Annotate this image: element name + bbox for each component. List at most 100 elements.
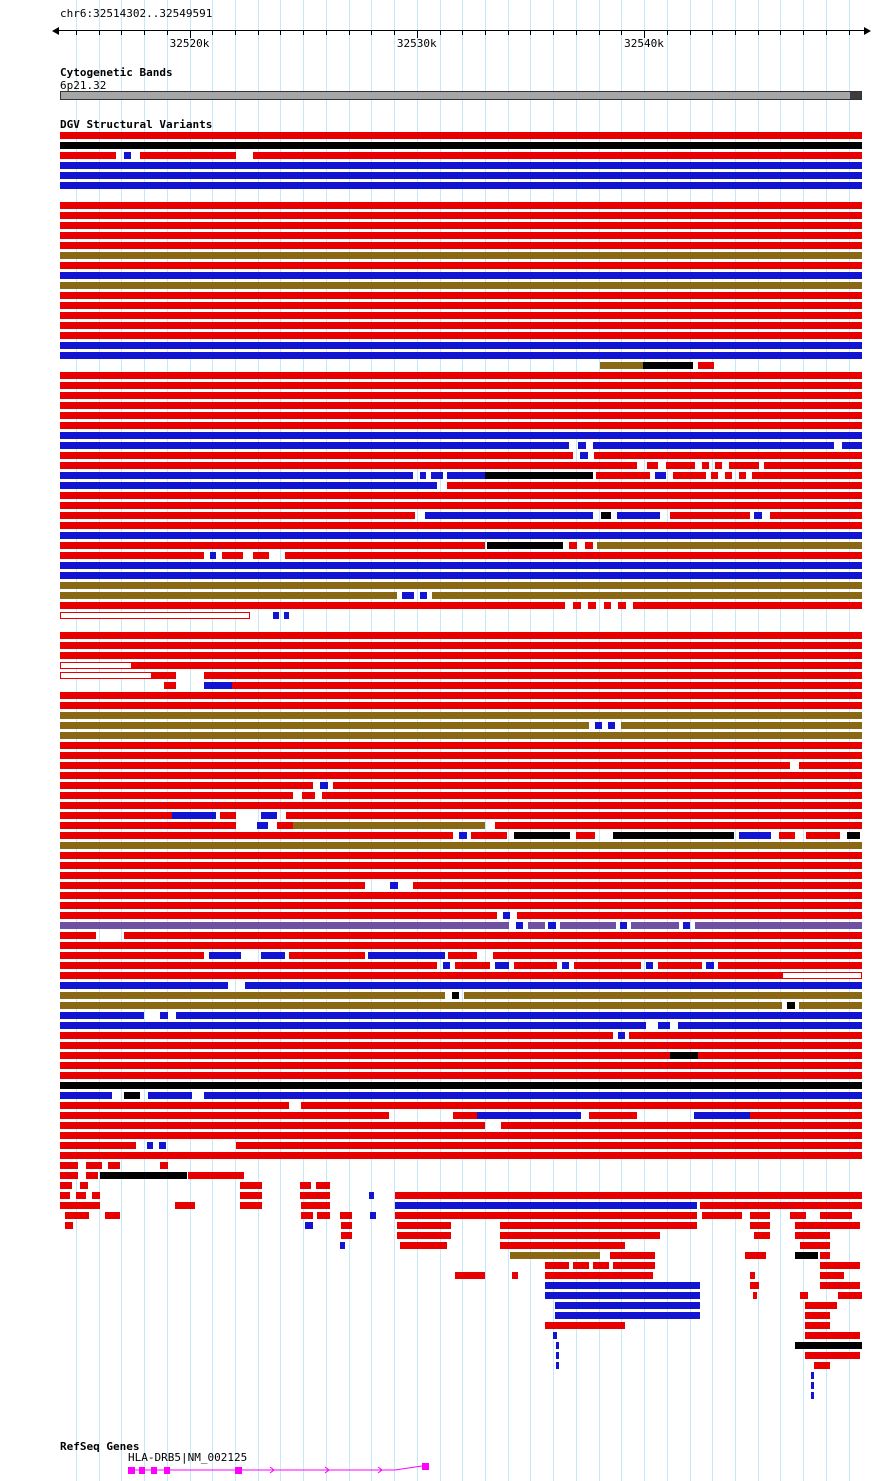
variant-bar[interactable]: [176, 1012, 862, 1019]
variant-bar[interactable]: [273, 612, 279, 619]
variant-bar[interactable]: [368, 952, 445, 959]
variant-bar[interactable]: [395, 1212, 697, 1219]
variant-bar[interactable]: [574, 962, 642, 969]
variant-bar[interactable]: [60, 522, 862, 529]
variant-bar[interactable]: [666, 462, 696, 469]
variant-bar[interactable]: [545, 1272, 654, 1279]
variant-bar[interactable]: [621, 722, 862, 729]
variant-bar[interactable]: [60, 832, 453, 839]
variant-bar[interactable]: [805, 1302, 838, 1309]
variant-bar[interactable]: [390, 882, 398, 889]
variant-bar[interactable]: [339, 1212, 352, 1219]
variant-bar[interactable]: [789, 1212, 806, 1219]
variant-bar[interactable]: [60, 992, 445, 999]
variant-bar[interactable]: [85, 1172, 98, 1179]
variant-bar[interactable]: [787, 1002, 795, 1009]
variant-bar[interactable]: [669, 512, 750, 519]
variant-bar[interactable]: [711, 472, 719, 479]
variant-bar[interactable]: [781, 972, 862, 979]
variant-bar[interactable]: [585, 542, 594, 549]
variant-bar[interactable]: [813, 1362, 830, 1369]
variant-bar[interactable]: [60, 1132, 862, 1139]
variant-bar[interactable]: [204, 672, 862, 679]
variant-bar[interactable]: [695, 922, 862, 929]
variant-bar[interactable]: [188, 1172, 245, 1179]
variant-bar[interactable]: [244, 982, 862, 989]
gene-structure-glyph[interactable]: [60, 1461, 862, 1477]
variant-bar[interactable]: [140, 152, 237, 159]
variant-bar[interactable]: [820, 1212, 853, 1219]
variant-bar[interactable]: [573, 1262, 590, 1269]
variant-bar[interactable]: [319, 782, 328, 789]
variant-bar[interactable]: [60, 272, 862, 279]
variant-bar[interactable]: [501, 1122, 862, 1129]
variant-bar[interactable]: [587, 602, 597, 609]
variant-bar[interactable]: [494, 962, 510, 969]
variant-bar[interactable]: [239, 1182, 263, 1189]
variant-bar[interactable]: [749, 1282, 760, 1289]
variant-bar[interactable]: [60, 312, 862, 319]
variant-bar[interactable]: [597, 542, 862, 549]
variant-bar[interactable]: [148, 1092, 193, 1099]
variant-bar[interactable]: [794, 1232, 830, 1239]
variant-bar[interactable]: [545, 1282, 700, 1289]
variant-bar[interactable]: [60, 382, 862, 389]
variant-bar[interactable]: [340, 1232, 352, 1239]
variant-bar[interactable]: [284, 552, 862, 559]
variant-bar[interactable]: [124, 932, 862, 939]
variant-bar[interactable]: [810, 1382, 814, 1389]
variant-bar[interactable]: [302, 792, 315, 799]
variant-bar[interactable]: [60, 552, 205, 559]
variant-bar[interactable]: [412, 882, 862, 889]
variant-bar[interactable]: [209, 952, 242, 959]
variant-bar[interactable]: [820, 1252, 830, 1259]
variant-bar[interactable]: [160, 1012, 169, 1019]
variant-bar[interactable]: [276, 822, 293, 829]
variant-bar[interactable]: [60, 572, 862, 579]
variant-bar[interactable]: [752, 472, 862, 479]
variant-bar[interactable]: [60, 402, 862, 409]
variant-bar[interactable]: [493, 952, 862, 959]
variant-bar[interactable]: [304, 1222, 313, 1229]
variant-bar[interactable]: [60, 482, 437, 489]
variant-bar[interactable]: [658, 962, 702, 969]
variant-bar[interactable]: [700, 1202, 862, 1209]
variant-bar[interactable]: [554, 1312, 700, 1319]
variant-bar[interactable]: [252, 552, 269, 559]
variant-bar[interactable]: [502, 912, 510, 919]
variant-bar[interactable]: [509, 1252, 600, 1259]
variant-bar[interactable]: [60, 262, 862, 269]
variant-bar[interactable]: [646, 962, 654, 969]
variant-bar[interactable]: [794, 1252, 818, 1259]
variant-bar[interactable]: [60, 292, 862, 299]
variant-bar[interactable]: [299, 1182, 311, 1189]
variant-bar[interactable]: [395, 1202, 697, 1209]
variant-bar[interactable]: [60, 692, 862, 699]
variant-bar[interactable]: [739, 832, 772, 839]
variant-bar[interactable]: [100, 1172, 187, 1179]
variant-bar[interactable]: [159, 1142, 166, 1149]
variant-bar[interactable]: [60, 792, 293, 799]
variant-bar[interactable]: [800, 1292, 809, 1299]
variant-bar[interactable]: [60, 882, 365, 889]
variant-bar[interactable]: [810, 1372, 814, 1379]
variant-bar[interactable]: [260, 812, 277, 819]
variant-bar[interactable]: [60, 162, 862, 169]
variant-bar[interactable]: [554, 1302, 700, 1309]
variant-bar[interactable]: [370, 1212, 376, 1219]
variant-bar[interactable]: [60, 1062, 862, 1069]
variant-bar[interactable]: [60, 722, 590, 729]
variant-bar[interactable]: [800, 1242, 830, 1249]
variant-bar[interactable]: [619, 922, 627, 929]
variant-bar[interactable]: [60, 202, 862, 209]
variant-bar[interactable]: [629, 1032, 862, 1039]
variant-bar[interactable]: [239, 1192, 263, 1199]
variant-bar[interactable]: [300, 1202, 331, 1209]
variant-bar[interactable]: [446, 472, 486, 479]
variant-bar[interactable]: [752, 1292, 757, 1299]
variant-bar[interactable]: [701, 462, 709, 469]
variant-bar[interactable]: [60, 1172, 78, 1179]
variant-bar[interactable]: [820, 1262, 861, 1269]
variant-bar[interactable]: [647, 462, 659, 469]
variant-bar[interactable]: [527, 922, 546, 929]
